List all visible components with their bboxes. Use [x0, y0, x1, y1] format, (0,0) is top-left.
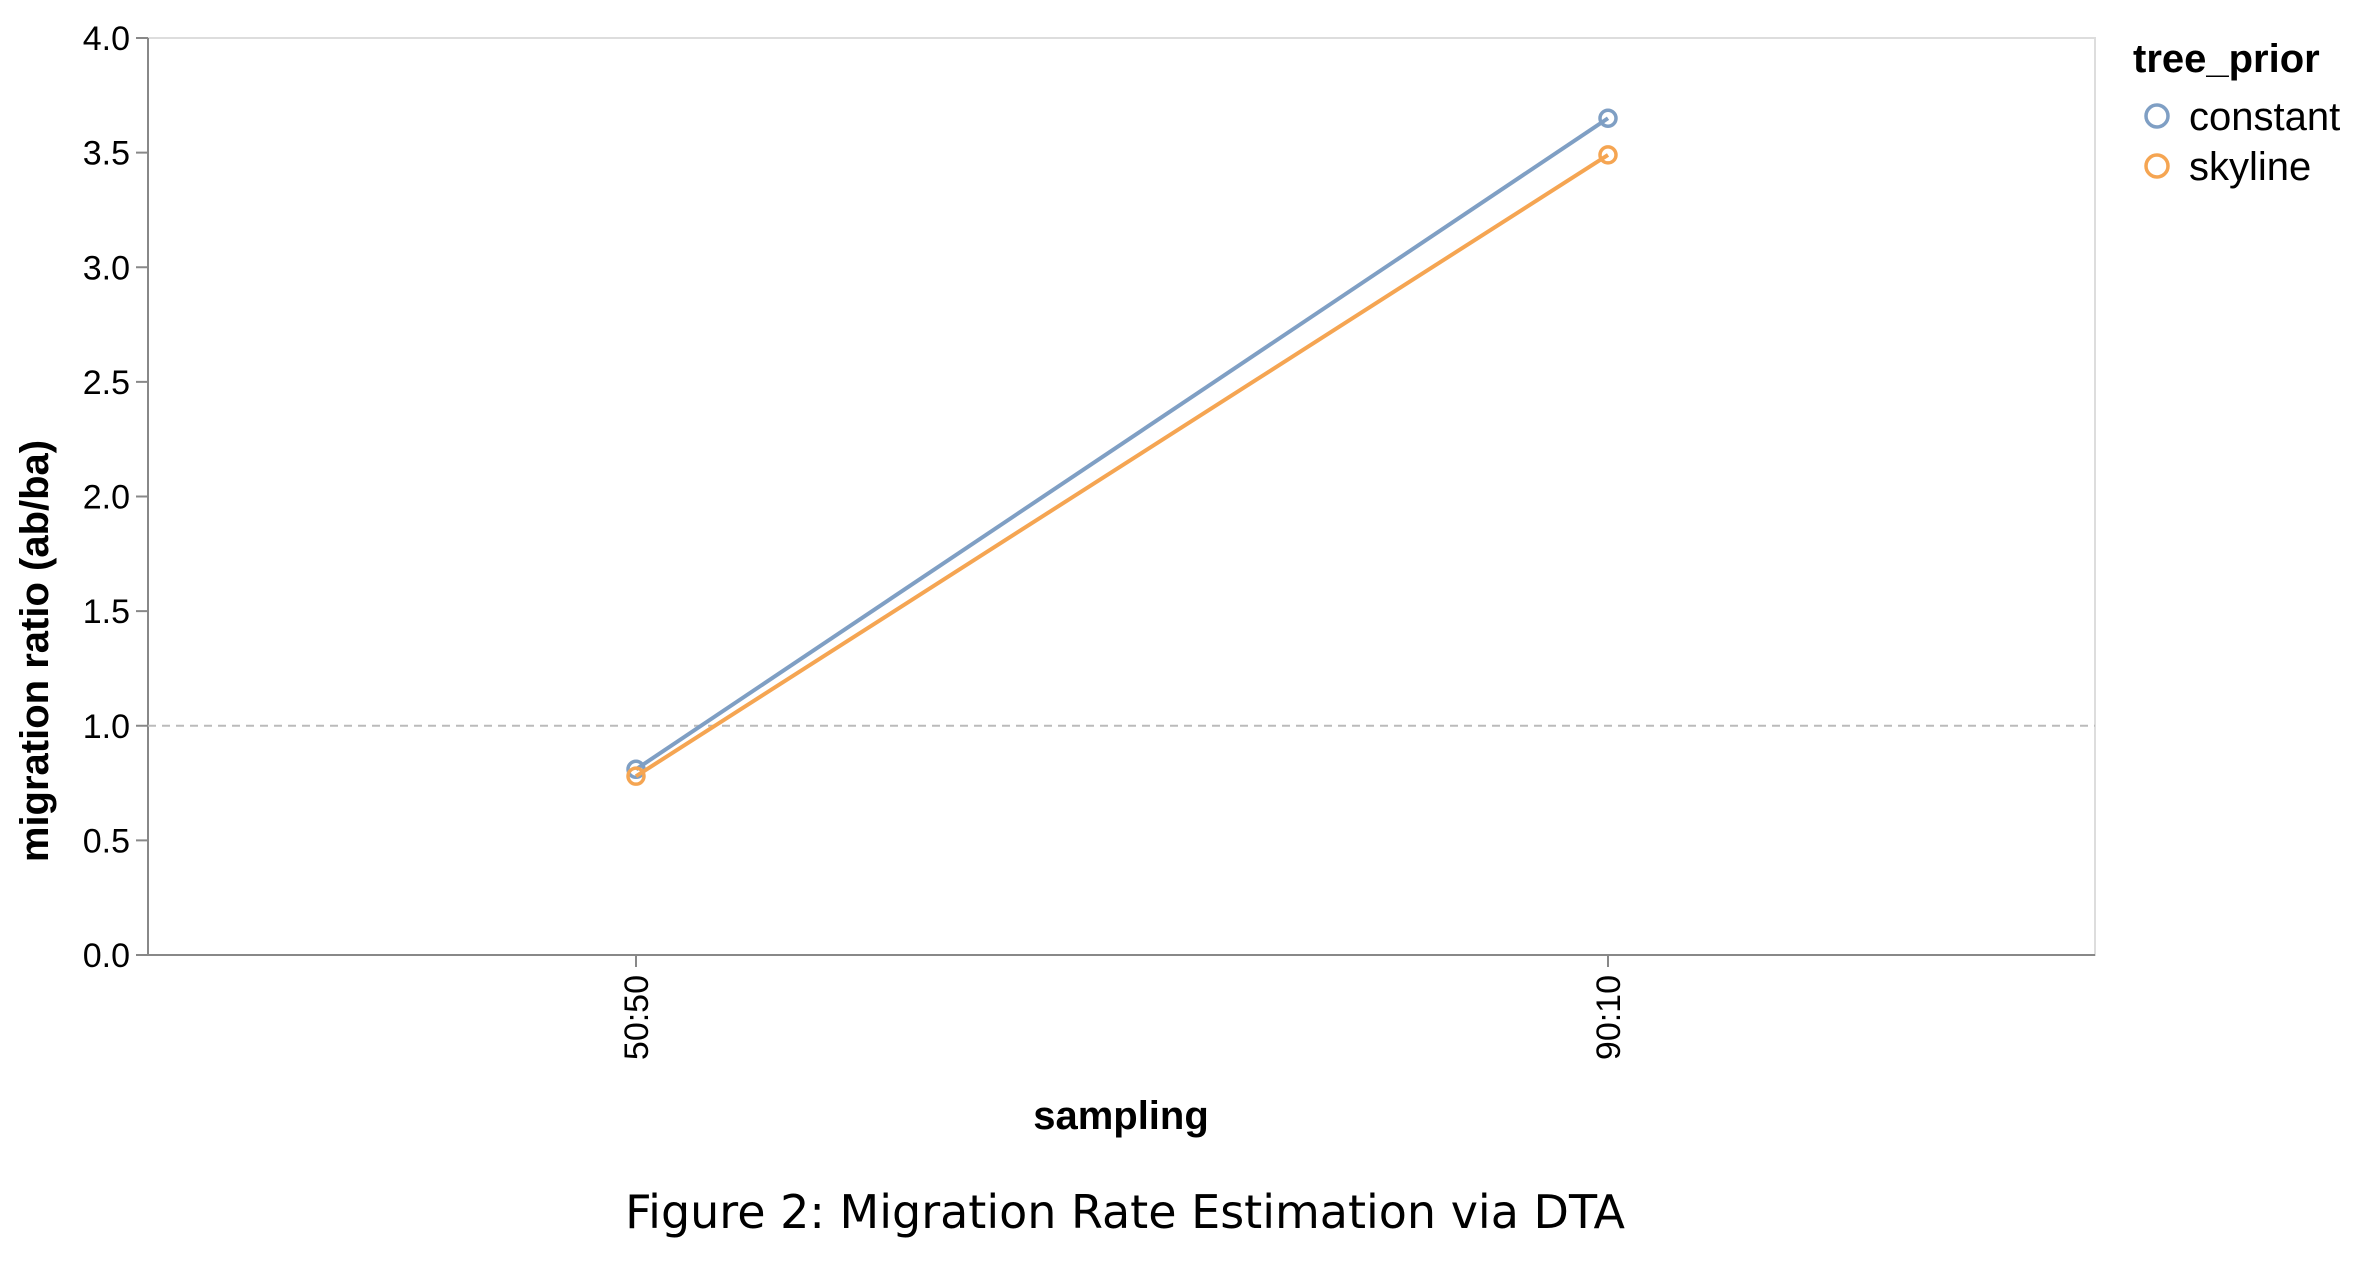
y-tick-label: 2.5: [83, 364, 130, 402]
y-axis-title: migration ratio (ab/ba): [13, 440, 57, 862]
figure-caption: Figure 2: Migration Rate Estimation via …: [625, 1185, 1625, 1239]
y-tick-label: 2.0: [83, 479, 130, 517]
plot-border: [147, 37, 2096, 956]
x-axis-title: sampling: [1033, 1094, 1209, 1138]
x-axis: 50:50 90:10: [148, 954, 2095, 1060]
data-point-skyline: [626, 766, 646, 786]
legend-label-constant: constant: [2189, 95, 2340, 139]
y-axis: 0.0 0.5 1.0 1.5 2.0 2.5 3.0 3.5 4.0: [83, 20, 149, 975]
legend-title: tree_prior: [2133, 37, 2320, 81]
y-tick-label: 1.0: [83, 708, 130, 746]
y-tick-label: 1.5: [83, 593, 130, 631]
series-line-skyline: [634, 153, 1610, 778]
series-line-constant: [634, 116, 1610, 771]
y-tick-label: 0.5: [83, 822, 130, 860]
x-tick-label: 90:10: [1590, 975, 1628, 1060]
legend-symbol-constant: [2144, 103, 2170, 129]
series-layer: [626, 108, 1618, 786]
data-point-skyline: [1598, 145, 1618, 165]
plot-frame: [147, 37, 2096, 956]
legend: tree_prior constant skyline: [2133, 37, 2340, 189]
y-tick-label: 3.5: [83, 135, 130, 173]
legend-label-skyline: skyline: [2189, 145, 2311, 189]
x-tick-label: 50:50: [618, 975, 656, 1060]
y-tick-label: 4.0: [83, 20, 130, 58]
y-tick-label: 3.0: [83, 249, 130, 287]
y-tick-label: 0.0: [83, 937, 130, 975]
data-point-constant: [1598, 108, 1618, 128]
legend-symbol-skyline: [2144, 153, 2170, 179]
